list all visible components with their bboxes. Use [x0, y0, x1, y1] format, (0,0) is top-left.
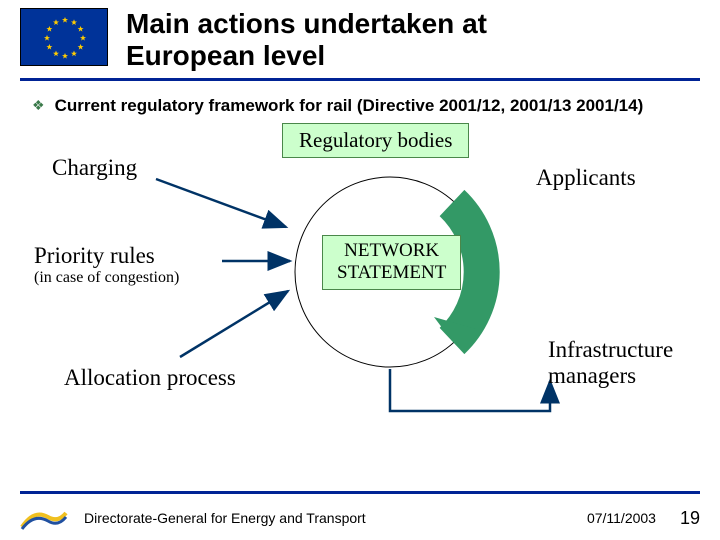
footer-text: Directorate-General for Energy and Trans…	[84, 510, 366, 526]
eu-flag-icon	[20, 8, 108, 66]
network-statement-line2: STATEMENT	[337, 262, 446, 283]
bullet-text: Current regulatory framework for rail (D…	[55, 95, 644, 116]
header: Main actions undertaken at European leve…	[0, 0, 720, 72]
label-infra-2: managers	[548, 363, 636, 389]
title-line2: European level	[126, 40, 325, 71]
regulatory-bodies-label: Regulatory bodies	[299, 128, 452, 152]
diagram-area: Regulatory bodies NETWORK STATEMENT Char…	[0, 117, 720, 447]
slide-title: Main actions undertaken at European leve…	[126, 8, 487, 72]
footer-logo-icon	[20, 503, 68, 533]
label-allocation: Allocation process	[64, 365, 236, 391]
box-regulatory-bodies: Regulatory bodies	[282, 123, 469, 158]
label-charging: Charging	[52, 155, 137, 181]
box-network-statement: NETWORK STATEMENT	[322, 235, 461, 291]
label-priority-rules: Priority rules	[34, 243, 155, 269]
label-priority-sub: (in case of congestion)	[34, 269, 179, 287]
arrow-bottom	[390, 369, 550, 411]
arrow-allocation	[180, 291, 288, 357]
label-applicants: Applicants	[536, 165, 636, 191]
arrow-charging	[156, 179, 286, 227]
network-statement-line1: NETWORK	[344, 240, 439, 261]
footer-date: 07/11/2003	[587, 510, 656, 526]
footer-page-number: 19	[680, 508, 700, 529]
label-infra-1: Infrastructure	[548, 337, 673, 363]
title-line1: Main actions undertaken at	[126, 8, 487, 39]
footer: Directorate-General for Energy and Trans…	[0, 496, 720, 540]
footer-line	[20, 491, 700, 494]
diamond-bullet-icon: ❖	[32, 97, 45, 114]
bullet-item: ❖ Current regulatory framework for rail …	[0, 81, 720, 116]
